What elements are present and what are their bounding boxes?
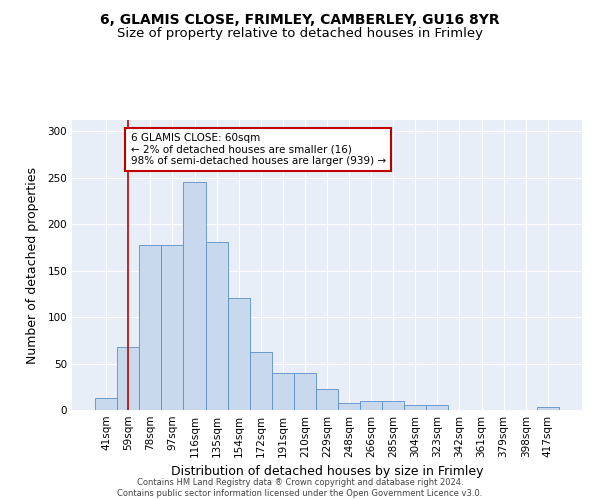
Bar	[427, 406, 448, 410]
Bar	[95, 398, 117, 410]
Bar	[404, 406, 427, 410]
Bar	[294, 373, 316, 410]
Bar	[117, 347, 139, 410]
X-axis label: Distribution of detached houses by size in Frimley: Distribution of detached houses by size …	[171, 466, 483, 478]
Bar	[316, 388, 338, 410]
Bar	[184, 182, 206, 410]
Bar	[382, 400, 404, 410]
Text: Size of property relative to detached houses in Frimley: Size of property relative to detached ho…	[117, 28, 483, 40]
Y-axis label: Number of detached properties: Number of detached properties	[26, 166, 39, 364]
Text: 6 GLAMIS CLOSE: 60sqm
← 2% of detached houses are smaller (16)
98% of semi-detac: 6 GLAMIS CLOSE: 60sqm ← 2% of detached h…	[131, 133, 386, 166]
Bar	[360, 400, 382, 410]
Bar	[161, 244, 184, 410]
Bar	[272, 373, 294, 410]
Bar	[227, 298, 250, 410]
Text: 6, GLAMIS CLOSE, FRIMLEY, CAMBERLEY, GU16 8YR: 6, GLAMIS CLOSE, FRIMLEY, CAMBERLEY, GU1…	[100, 12, 500, 26]
Bar	[250, 352, 272, 410]
Bar	[206, 242, 227, 410]
Bar	[139, 244, 161, 410]
Bar	[338, 402, 360, 410]
Text: Contains HM Land Registry data ® Crown copyright and database right 2024.
Contai: Contains HM Land Registry data ® Crown c…	[118, 478, 482, 498]
Bar	[537, 407, 559, 410]
